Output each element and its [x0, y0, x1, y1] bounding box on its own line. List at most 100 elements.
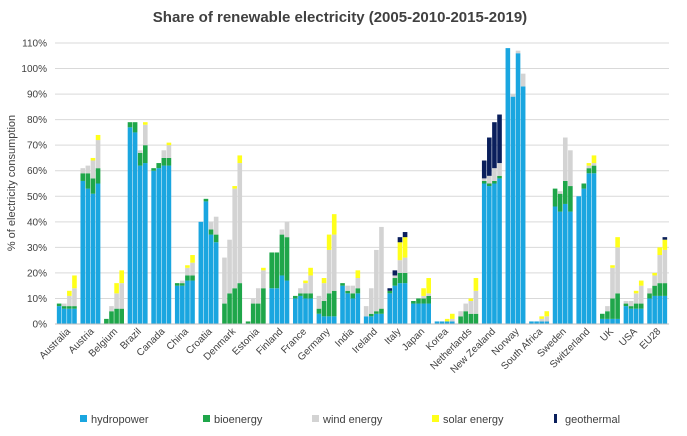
legend-label: bioenergy — [214, 414, 263, 426]
bar-segment-bioenergy — [143, 145, 148, 164]
bar-segment-bioenergy — [185, 275, 190, 281]
legend-swatch — [554, 414, 557, 423]
bar-segment-bioenergy — [269, 252, 274, 289]
bar-segment-hydropower — [421, 303, 426, 324]
bar-segment-wind-energy — [190, 262, 195, 276]
bar-segment-wind-energy — [355, 278, 361, 289]
bar-segment-hydropower — [85, 188, 91, 324]
bar-segment-bioenergy — [156, 163, 162, 169]
bar-segment-geothermal — [387, 288, 393, 291]
bar-segment-hydropower — [615, 318, 620, 324]
bar-segment-solar-energy — [67, 290, 72, 296]
bar-segment-bioenergy — [104, 318, 109, 324]
bar-segment-solar-energy — [303, 280, 308, 284]
country-group — [387, 232, 408, 324]
bar-segment-bioenergy — [638, 303, 644, 309]
bar-segment-bioenergy — [487, 183, 492, 187]
bar-segment-bioenergy — [255, 303, 261, 324]
bar-segment-solar-energy — [402, 237, 408, 258]
bar-segment-solar-energy — [185, 265, 190, 268]
bar-segment-hydropower — [137, 165, 143, 324]
bar-segment-hydropower — [657, 295, 663, 324]
bar-segment-wind-energy — [350, 285, 356, 294]
bar-segment-hydropower — [562, 203, 568, 324]
bar-segment-hydropower — [56, 306, 62, 324]
bar-segment-bioenergy — [481, 180, 487, 184]
bar-segment-bioenergy — [137, 152, 143, 166]
bar-segment-wind-energy — [633, 293, 639, 304]
country-group — [56, 275, 77, 324]
bar-segment-wind-energy — [161, 150, 167, 158]
bar-segment-hydropower — [274, 288, 280, 324]
bar-segment-bioenergy — [647, 293, 652, 299]
bar-segment-bioenergy — [492, 180, 497, 184]
x-axis-ticks: AustraliaAustriaBelgiumBrazilCanadaChina… — [38, 326, 664, 376]
bar-segment-hydropower — [544, 321, 550, 324]
bar-segment-wind-energy — [628, 301, 634, 307]
bar-segment-wind-energy — [458, 311, 463, 317]
bar-segment-bioenergy — [458, 316, 463, 324]
bar-segment-bioenergy — [416, 298, 421, 304]
bar-segment-wind-energy — [237, 163, 243, 284]
bar-segment-solar-energy — [473, 278, 479, 291]
bar-segment-bioenergy — [85, 173, 91, 189]
bar-segment-geothermal — [497, 114, 502, 164]
bar-segment-solar-energy — [450, 313, 455, 319]
bar-segment-solar-energy — [166, 142, 172, 146]
bar-segment-wind-energy — [487, 175, 492, 184]
bar-segment-bioenergy — [615, 293, 620, 319]
country-group — [576, 155, 597, 324]
bar-segment-solar-energy — [331, 214, 337, 235]
country-group — [222, 155, 243, 324]
y-tick-label: 110% — [22, 39, 47, 50]
country-group — [269, 221, 290, 324]
bar-segment-bioenergy — [321, 301, 327, 317]
country-group — [529, 311, 550, 324]
bar-segment-hydropower — [492, 183, 497, 324]
bar-segment-wind-energy — [591, 163, 597, 166]
bars-layer — [56, 48, 668, 325]
bar-segment-hydropower — [303, 298, 308, 324]
bar-segment-wind-energy — [544, 316, 550, 322]
bar-segment-wind-energy — [308, 275, 313, 294]
bar-segment-hydropower — [143, 163, 148, 324]
bar-segment-bioenergy — [190, 275, 195, 281]
bar-segment-hydropower — [576, 196, 581, 324]
bar-segment-geothermal — [481, 160, 487, 179]
bar-segment-solar-energy — [444, 318, 450, 322]
country-group — [293, 267, 313, 324]
bar-segment-wind-energy — [261, 270, 266, 289]
bar-segment-hydropower — [180, 285, 185, 324]
bar-segment-bioenergy — [232, 288, 237, 324]
country-group — [127, 122, 148, 324]
bar-segment-bioenergy — [261, 288, 266, 324]
bar-segment-hydropower — [284, 280, 290, 324]
bar-segment-wind-energy — [610, 267, 615, 299]
bar-segment-bioenergy — [340, 283, 345, 286]
bar-segment-wind-energy — [647, 288, 652, 294]
bar-segment-wind-energy — [468, 301, 474, 314]
bar-segment-bioenergy — [203, 198, 209, 202]
bar-segment-wind-energy — [72, 288, 77, 307]
bar-segment-wind-energy — [539, 318, 544, 322]
country-group — [174, 255, 195, 324]
bar-segment-hydropower — [623, 306, 629, 324]
bar-segment-bioenergy — [402, 272, 408, 284]
x-tick-label: Ireland — [351, 326, 380, 355]
bar-segment-hydropower — [166, 165, 172, 324]
bar-segment-wind-energy — [180, 280, 185, 284]
bar-segment-wind-energy — [61, 303, 67, 307]
bar-segment-bioenergy — [208, 229, 214, 235]
x-tick-label: UK — [598, 326, 616, 344]
bar-segment-hydropower — [581, 188, 587, 324]
bar-segment-bioenergy — [90, 178, 96, 194]
bar-segment-bioenergy — [623, 303, 629, 307]
bar-segment-hydropower — [633, 308, 639, 324]
bar-segment-bioenergy — [303, 293, 308, 299]
bar-segment-hydropower — [652, 295, 657, 324]
bar-segment-solar-energy — [119, 270, 124, 284]
country-group — [104, 270, 124, 324]
bar-segment-wind-energy — [232, 188, 237, 289]
bar-segment-wind-energy — [421, 295, 426, 299]
country-group — [458, 278, 479, 324]
